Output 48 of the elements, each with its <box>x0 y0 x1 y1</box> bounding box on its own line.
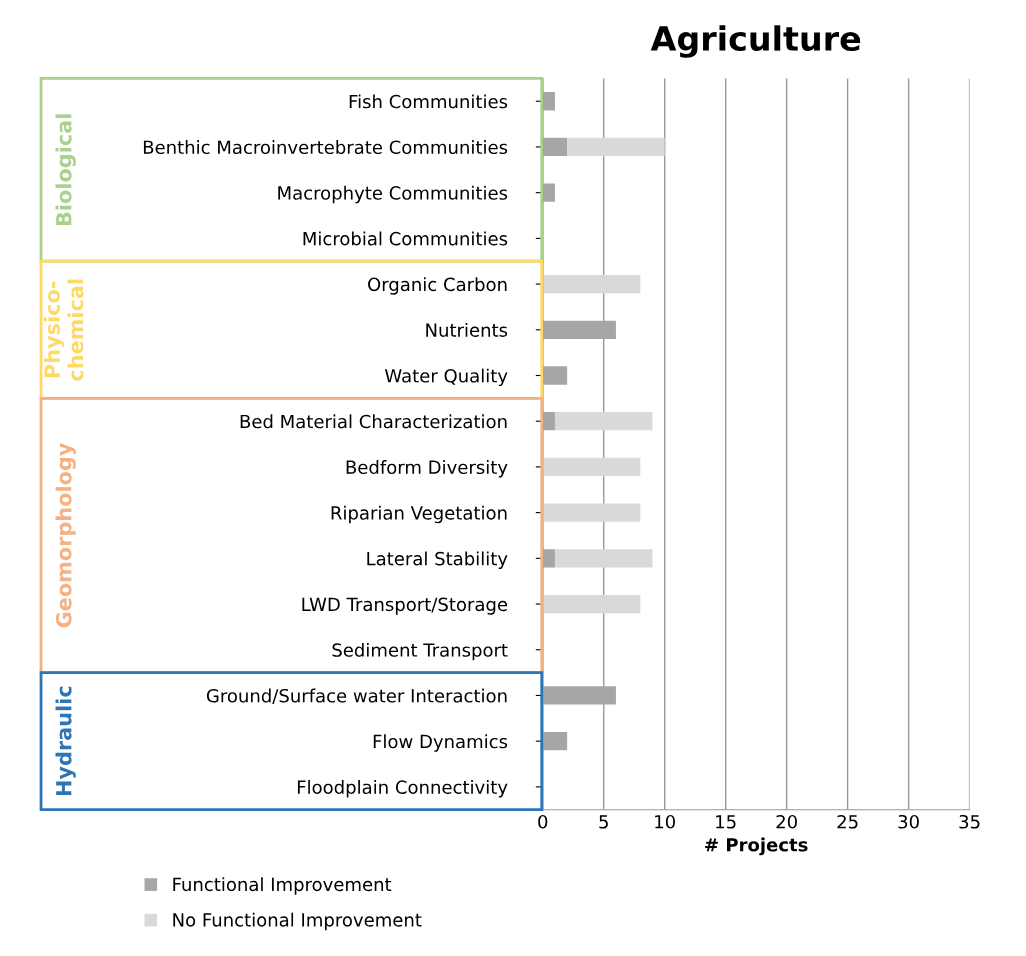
y-tick-label: Nutrients <box>426 322 508 337</box>
x-tick-label: 15 <box>716 815 736 829</box>
bar <box>542 594 641 614</box>
x-axis-title: # Projects <box>705 837 808 856</box>
bar <box>542 732 568 751</box>
y-tick-label: Bedform Diversity <box>346 460 508 478</box>
bar <box>542 549 555 568</box>
y-tick-label: Water Quality <box>385 368 508 387</box>
x-tick-label: 35 <box>959 814 980 829</box>
bar <box>542 366 568 385</box>
y-tick-label: Sediment Transport <box>332 642 508 661</box>
y-tick-label: Macrophyte Communities <box>278 185 508 204</box>
y-tick-label: Riparian Vegetation <box>331 505 507 524</box>
y-tick-label: Microbial Communities <box>303 231 508 246</box>
bar <box>542 137 568 157</box>
x-tick-label: 20 <box>776 814 797 829</box>
bar <box>554 412 653 431</box>
bar <box>542 183 555 202</box>
bar <box>567 137 665 157</box>
x-tick-label: 5 <box>599 815 608 829</box>
y-tick-label: Flow Dynamics <box>373 734 508 752</box>
bar <box>542 320 616 339</box>
x-tick-label: 25 <box>837 814 858 829</box>
y-tick-label: LWD Transport/Storage <box>302 597 508 615</box>
bar <box>542 274 641 294</box>
y-tick-label: Lateral Stability <box>367 551 508 569</box>
text: Hydraulic <box>55 686 76 796</box>
y-tick-label: Ground/Surface water Interaction <box>206 688 507 704</box>
legend-label: No Functional Improvement <box>173 912 422 931</box>
bar <box>542 457 641 477</box>
bar <box>542 412 555 431</box>
x-tick-label: 0 <box>538 814 548 829</box>
legend-label: Functional Improvement <box>173 877 392 895</box>
bar <box>542 686 616 705</box>
text: Biological <box>55 114 76 226</box>
y-tick-label: Organic Carbon <box>368 277 507 295</box>
x-tick-label: 30 <box>898 814 919 829</box>
bar <box>554 549 653 568</box>
text: Physico- chemical <box>43 279 84 381</box>
y-tick-label: Fish Communities <box>349 94 508 109</box>
x-tick-label: 10 <box>655 814 675 829</box>
y-tick-label: Floodplain Connectivity <box>297 780 508 798</box>
bar <box>542 503 641 522</box>
y-tick-label: Benthic Macroinvertebrate Communities <box>143 140 508 155</box>
chart-title: Agriculture <box>650 25 861 58</box>
text: Geomorphology <box>55 442 76 628</box>
y-tick-label: Bed Material Characterization <box>240 414 507 429</box>
bar <box>542 92 555 111</box>
